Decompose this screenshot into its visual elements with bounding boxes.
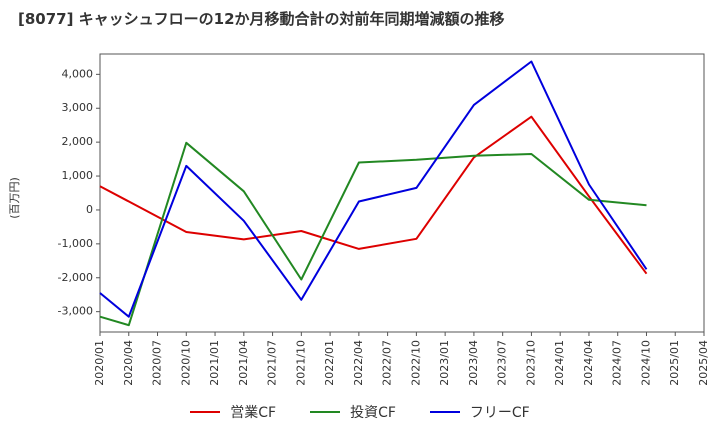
x-tick-label: 2023/07 (496, 340, 509, 386)
series-layer (99, 60, 648, 327)
x-tick-label: 2022/10 (409, 340, 422, 386)
series-line-フリーCF (99, 60, 648, 318)
x-tick-label: 2025/04 (697, 340, 710, 386)
x-tick-label: 2022/01 (323, 340, 336, 386)
x-tick-label: 2024/04 (582, 340, 595, 386)
legend-label: フリーCF (469, 405, 530, 421)
y-tick-label: 0 (86, 203, 93, 216)
y-tick-label: -2,000 (58, 271, 93, 284)
legend-item: 投資CF (310, 402, 396, 422)
tick-labels: 2020/01 2020/04 2020/07 2020/10 2021/01 2021/… (58, 67, 710, 385)
x-tick-label: 2020/07 (151, 340, 164, 386)
x-tick-label: 2024/10 (639, 340, 652, 386)
legend-label: 営業CF (230, 405, 277, 421)
x-tick-label: 2023/04 (467, 340, 480, 386)
x-tick-label: 2021/10 (294, 340, 307, 386)
x-tick-label: 2021/04 (237, 340, 250, 386)
legend-item: フリーCF (429, 402, 530, 422)
series-line-投資CF (99, 141, 647, 327)
x-tick-label: 2020/10 (179, 340, 192, 386)
x-tick-label: 2021/01 (208, 340, 221, 386)
x-tick-label: 2024/07 (611, 340, 624, 386)
legend-swatch (190, 411, 221, 413)
plot-frame (99, 53, 705, 333)
axes (96, 53, 705, 336)
chart-title: [8077] キャッシュフローの12か月移動合計の対前年同期増減額の推移 (18, 10, 505, 28)
x-tick-label: 2023/10 (524, 340, 537, 386)
y-tick-label: -3,000 (58, 305, 93, 318)
x-tick-label: 2020/04 (122, 340, 135, 386)
series-line-営業CF (99, 115, 648, 275)
x-tick-label: 2022/07 (381, 340, 394, 386)
x-tick-label: 2025/01 (668, 340, 681, 386)
y-tick-label: 4,000 (62, 67, 94, 80)
legend: 営業CF 投資CF フリーCF (0, 402, 720, 422)
legend-swatch (429, 411, 460, 413)
y-tick-label: 1,000 (62, 169, 94, 182)
x-tick-label: 2024/01 (553, 340, 566, 386)
legend-swatch (310, 411, 341, 413)
legend-item: 営業CF (190, 402, 276, 422)
x-tick-label: 2021/07 (266, 340, 279, 386)
y-tick-label: 3,000 (62, 101, 94, 114)
x-tick-label: 2020/01 (93, 340, 106, 386)
x-tick-label: 2023/01 (438, 340, 451, 386)
x-tick-label: 2022/04 (352, 340, 365, 386)
y-tick-label: 2,000 (62, 135, 94, 148)
y-tick-label: -1,000 (58, 237, 93, 250)
legend-label: 投資CF (350, 405, 396, 421)
